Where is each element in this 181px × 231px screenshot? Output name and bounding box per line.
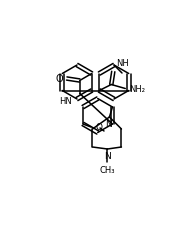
Text: HN: HN bbox=[59, 97, 72, 106]
Text: O: O bbox=[55, 73, 63, 83]
Text: O: O bbox=[96, 124, 103, 133]
Text: NH₂: NH₂ bbox=[129, 85, 145, 94]
Text: NH: NH bbox=[116, 60, 129, 69]
Text: CH₃: CH₃ bbox=[100, 166, 115, 175]
Text: N: N bbox=[105, 120, 112, 129]
Text: N: N bbox=[104, 152, 111, 161]
